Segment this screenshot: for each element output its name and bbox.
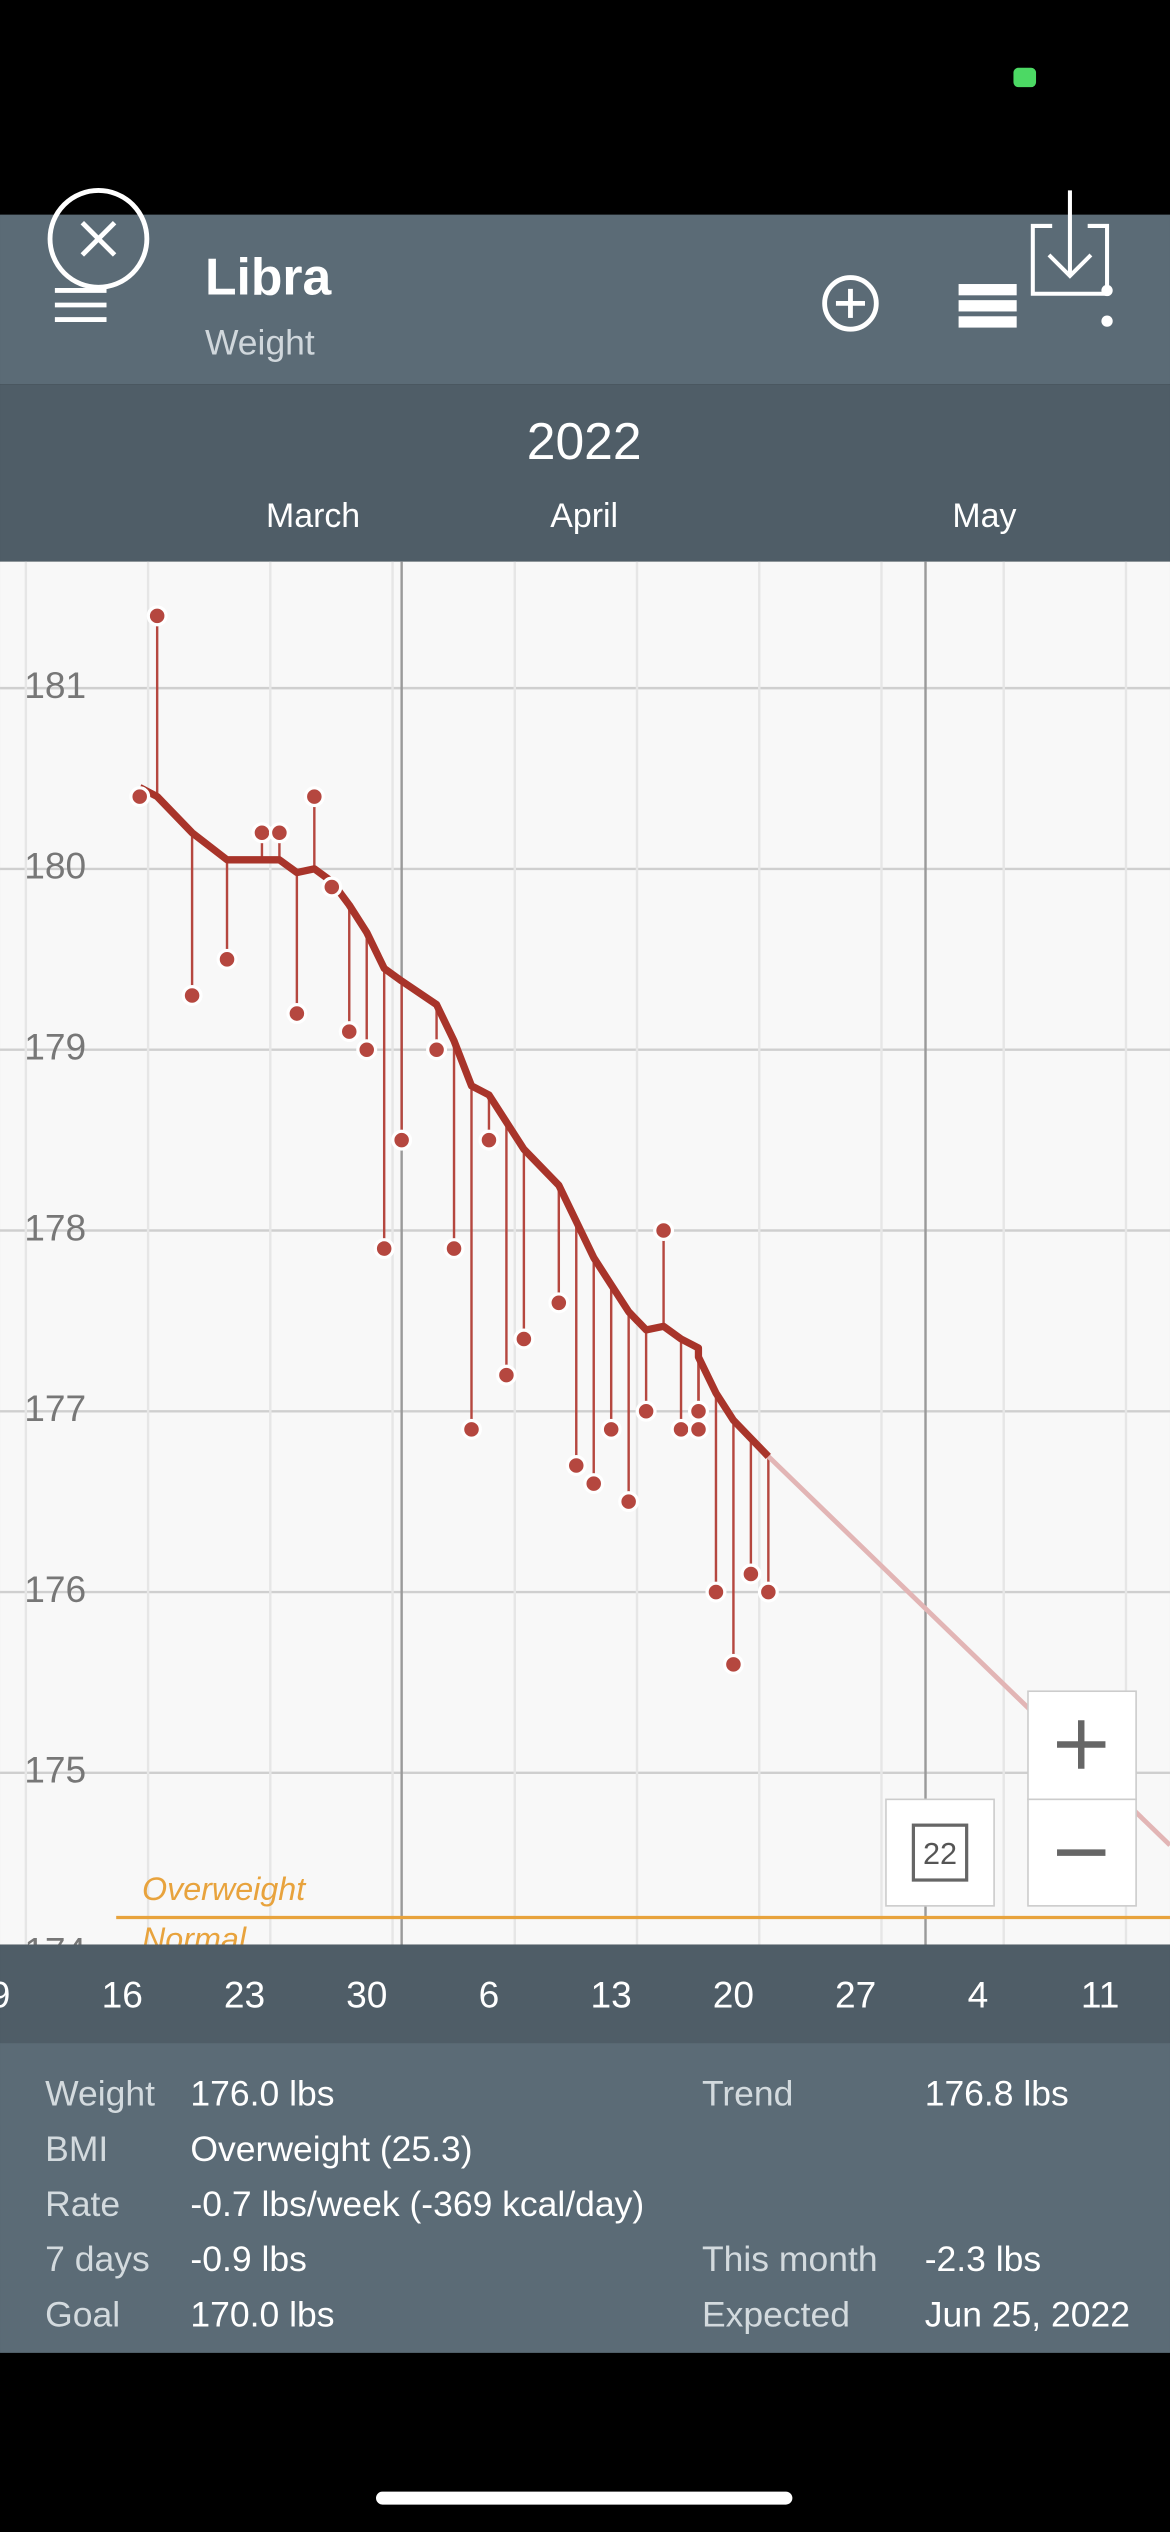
weight-point	[338, 1021, 360, 1043]
weight-point	[216, 948, 238, 970]
weight-point	[391, 1129, 413, 1151]
calendar-button[interactable]: 22	[885, 1798, 995, 1907]
weight-point	[513, 1328, 535, 1350]
weight-point	[688, 1400, 709, 1422]
x-tick-label: 20	[713, 1974, 754, 2016]
x-tick-label: 30	[346, 1974, 387, 2016]
x-axis: 9 16 23 30 6 13 20 27 4 11	[0, 1974, 1119, 2016]
weight-point	[722, 1653, 744, 1675]
weight-point	[653, 1220, 675, 1241]
stat-label: This month	[702, 2239, 878, 2279]
weight-point	[129, 786, 151, 808]
weight-point	[757, 1581, 779, 1603]
weight-point	[548, 1292, 570, 1314]
app-bar	[0, 214, 1170, 385]
y-tick-label: 175	[24, 1749, 86, 1791]
stat-label: Goal	[45, 2294, 120, 2334]
calendar-day: 22	[923, 1837, 957, 1871]
y-tick-label: 178	[24, 1206, 86, 1248]
home-indicator	[376, 2491, 793, 2505]
more-button[interactable]	[1101, 284, 1113, 327]
threshold-label: Overweight	[142, 1871, 307, 1907]
x-tick-label: 16	[102, 1974, 143, 2016]
stats: Weight 176.0 lbs Trend 176.8 lbs BMI Overweig…	[45, 2074, 1130, 2335]
weight-point	[426, 1039, 448, 1061]
x-tick-label: 13	[591, 1974, 632, 2016]
stat-value: -0.7 lbs/week (-369 kcal/day)	[190, 2184, 644, 2224]
month-label: March	[266, 497, 360, 535]
month-label: April	[550, 497, 618, 535]
weight-point	[443, 1238, 465, 1260]
threshold-label: Normal	[142, 1921, 247, 1957]
timeline-band	[0, 384, 1170, 562]
stats-panel	[0, 2043, 1170, 2353]
weight-point	[635, 1400, 657, 1422]
close-button[interactable]	[47, 188, 150, 290]
stat-label: Rate	[45, 2184, 120, 2224]
weight-point	[356, 1039, 378, 1061]
stat-value: 176.8 lbs	[925, 2074, 1069, 2114]
weight-point	[461, 1418, 482, 1440]
y-tick-label: 181	[24, 664, 86, 706]
weight-point	[495, 1364, 517, 1386]
app-title: Libra	[205, 247, 333, 305]
y-tick-label: 176	[24, 1568, 86, 1610]
weight-point	[373, 1238, 395, 1260]
stat-label: 7 days	[45, 2239, 150, 2279]
weight-point	[688, 1418, 709, 1440]
y-tick-label: 177	[24, 1387, 86, 1429]
menu-button[interactable]	[54, 288, 107, 322]
status-bar	[1013, 67, 1037, 88]
y-tick-label: 179	[24, 1026, 86, 1068]
zoom-in-button[interactable]	[1027, 1690, 1137, 1801]
stat-label: BMI	[45, 2129, 108, 2169]
weight-point	[618, 1491, 640, 1513]
stat-label: Trend	[702, 2074, 793, 2114]
weight-point	[303, 786, 325, 808]
list-button[interactable]	[958, 284, 1017, 328]
x-tick-label: 11	[1081, 1974, 1120, 2016]
plot-area	[0, 561, 1170, 1945]
weight-point	[251, 822, 273, 844]
stat-value: -2.3 lbs	[925, 2239, 1041, 2279]
x-tick-label: 27	[835, 1974, 876, 2016]
y-tick-label: 174	[24, 1929, 86, 1971]
weight-point	[565, 1455, 587, 1477]
weight-point	[600, 1418, 622, 1440]
stat-value: Overweight (25.3)	[190, 2129, 472, 2169]
zoom-out-button[interactable]	[1027, 1798, 1137, 1907]
stat-label: Weight	[45, 2074, 155, 2114]
stat-value: 176.0 lbs	[190, 2074, 334, 2114]
weight-point	[321, 876, 343, 898]
x-axis-band	[0, 1944, 1170, 2044]
weight-point	[740, 1563, 762, 1585]
weight-point	[146, 605, 168, 627]
weight-point	[670, 1418, 692, 1440]
stat-value: -0.9 lbs	[190, 2239, 306, 2279]
weight-point	[181, 984, 203, 1006]
weight-point	[478, 1129, 500, 1151]
stat-label: Expected	[702, 2294, 850, 2334]
year-label: 2022	[527, 412, 642, 470]
trend-line	[138, 784, 771, 1459]
download-button[interactable]	[1030, 190, 1110, 296]
month-label: May	[952, 497, 1016, 535]
y-tick-label: 180	[24, 845, 86, 887]
weight-point	[705, 1581, 727, 1603]
stat-value: Jun 25, 2022	[925, 2294, 1130, 2334]
app-subtitle: Weight	[205, 323, 315, 363]
weight-point	[286, 1003, 308, 1025]
x-tick-label: 4	[968, 1974, 989, 2016]
add-button[interactable]	[822, 275, 879, 332]
weight-point	[583, 1473, 605, 1495]
weight-point	[268, 822, 290, 844]
x-tick-label: 9	[0, 1974, 10, 2016]
x-tick-label: 23	[224, 1974, 265, 2016]
stat-value: 170.0 lbs	[190, 2294, 334, 2334]
x-tick-label: 6	[479, 1974, 500, 2016]
